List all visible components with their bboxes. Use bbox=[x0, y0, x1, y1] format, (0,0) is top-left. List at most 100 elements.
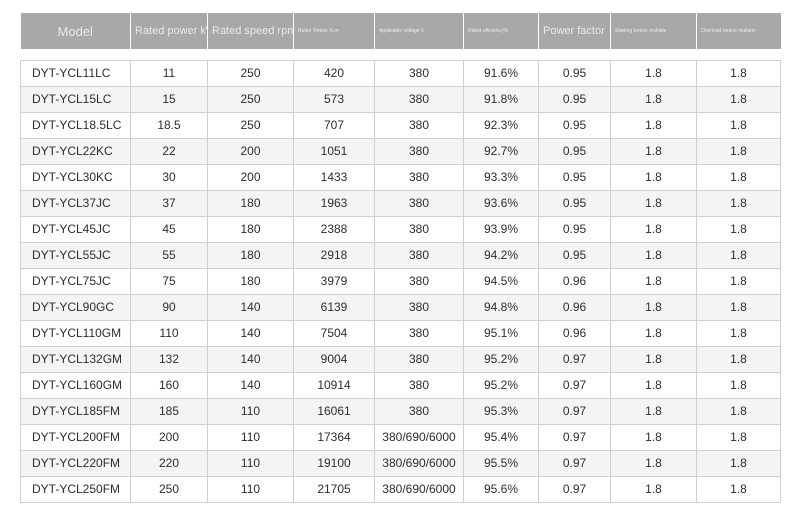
cell-rated-speed: 250 bbox=[207, 85, 294, 113]
cell-starting-torque-multiple: 1.8 bbox=[610, 319, 697, 347]
cell-power-factor: 0.96 bbox=[538, 267, 611, 295]
cell-rated-power: 30 bbox=[130, 163, 208, 191]
column-header-applicable-voltage: Applicable voltage V bbox=[374, 13, 464, 49]
cell-model: DYT-YCL37JC bbox=[20, 189, 131, 217]
cell-applicable-voltage: 380 bbox=[374, 371, 464, 399]
cell-starting-torque-multiple: 1.8 bbox=[610, 163, 697, 191]
table-row: DYT-YCL75JC 75 180 3979 380 94.5% 0.96 1.8 1.8 bbox=[20, 267, 781, 295]
cell-rated-speed: 110 bbox=[207, 475, 294, 503]
motor-spec-table-container: Model Rated power kW Rated speed rpm Rat… bbox=[20, 13, 781, 503]
cell-rated-speed: 180 bbox=[207, 215, 294, 243]
table-row: DYT-YCL160GM 160 140 10914 380 95.2% 0.97 1.8 1.… bbox=[20, 371, 781, 399]
cell-rated-torque: 9004 bbox=[293, 345, 375, 373]
cell-power-factor: 0.95 bbox=[538, 137, 611, 165]
cell-rated-speed: 250 bbox=[207, 59, 294, 87]
cell-power-factor: 0.97 bbox=[538, 397, 611, 425]
cell-model: DYT-YCL250FM bbox=[20, 475, 131, 503]
cell-rated-torque: 10914 bbox=[293, 371, 375, 399]
cell-power-factor: 0.97 bbox=[538, 345, 611, 373]
column-header-rated-torque: Rated Torque N.m bbox=[293, 13, 375, 49]
cell-rated-efficiency: 95.2% bbox=[463, 345, 539, 373]
cell-starting-torque-multiple: 1.8 bbox=[610, 189, 697, 217]
table-row: DYT-YCL250FM 250 110 21705 380/690/6000 95.6%… bbox=[20, 475, 781, 503]
cell-power-factor: 0.95 bbox=[538, 215, 611, 243]
cell-starting-torque-multiple: 1.8 bbox=[610, 293, 697, 321]
table-row: DYT-YCL45JC 45 180 2388 380 93.9% 0.95 1.8 1.8 bbox=[20, 215, 781, 243]
cell-power-factor: 0.95 bbox=[538, 163, 611, 191]
cell-starting-torque-multiple: 1.8 bbox=[610, 85, 697, 113]
cell-rated-power: 11 bbox=[130, 59, 208, 87]
cell-rated-torque: 17364 bbox=[293, 423, 375, 451]
cell-model: DYT-YCL18.5LC bbox=[20, 111, 131, 139]
cell-model: DYT-YCL11LC bbox=[20, 59, 131, 87]
cell-applicable-voltage: 380 bbox=[374, 111, 464, 139]
cell-rated-torque: 3979 bbox=[293, 267, 375, 295]
cell-rated-speed: 200 bbox=[207, 163, 294, 191]
cell-applicable-voltage: 380 bbox=[374, 267, 464, 295]
cell-rated-power: 75 bbox=[130, 267, 208, 295]
cell-applicable-voltage: 380 bbox=[374, 293, 464, 321]
cell-rated-efficiency: 93.6% bbox=[463, 189, 539, 217]
cell-starting-torque-multiple: 1.8 bbox=[610, 111, 697, 139]
cell-rated-speed: 180 bbox=[207, 241, 294, 269]
cell-rated-efficiency: 95.1% bbox=[463, 319, 539, 347]
cell-rated-torque: 1433 bbox=[293, 163, 375, 191]
table-row: DYT-YCL30KC 30 200 1433 380 93.3% 0.95 1.8 1.8 bbox=[20, 163, 781, 191]
cell-rated-speed: 110 bbox=[207, 423, 294, 451]
cell-model: DYT-YCL45JC bbox=[20, 215, 131, 243]
cell-starting-torque-multiple: 1.8 bbox=[610, 241, 697, 269]
cell-overload-torque-multiple: 1.8 bbox=[696, 267, 781, 295]
cell-overload-torque-multiple: 1.8 bbox=[696, 111, 781, 139]
cell-model: DYT-YCL75JC bbox=[20, 267, 131, 295]
cell-rated-torque: 1051 bbox=[293, 137, 375, 165]
cell-overload-torque-multiple: 1.8 bbox=[696, 293, 781, 321]
cell-overload-torque-multiple: 1.8 bbox=[696, 241, 781, 269]
cell-starting-torque-multiple: 1.8 bbox=[610, 215, 697, 243]
cell-overload-torque-multiple: 1.8 bbox=[696, 423, 781, 451]
cell-rated-speed: 110 bbox=[207, 449, 294, 477]
cell-applicable-voltage: 380/690/6000 bbox=[374, 475, 464, 503]
cell-rated-efficiency: 93.9% bbox=[463, 215, 539, 243]
column-header-model: Model bbox=[20, 13, 131, 49]
column-header-rated-speed: Rated speed rpm bbox=[207, 13, 294, 49]
cell-rated-power: 110 bbox=[130, 319, 208, 347]
cell-rated-efficiency: 91.6% bbox=[463, 59, 539, 87]
cell-applicable-voltage: 380/690/6000 bbox=[374, 423, 464, 451]
cell-rated-speed: 140 bbox=[207, 345, 294, 373]
cell-model: DYT-YCL132GM bbox=[20, 345, 131, 373]
cell-rated-speed: 140 bbox=[207, 293, 294, 321]
table-row: DYT-YCL220FM 220 110 19100 380/690/6000 95.5%… bbox=[20, 449, 781, 477]
cell-rated-efficiency: 93.3% bbox=[463, 163, 539, 191]
table-row: DYT-YCL110GM 110 140 7504 380 95.1% 0.96 1.8 1.8 bbox=[20, 319, 781, 347]
column-header-power-factor: Power factor bbox=[538, 13, 611, 49]
table-row: DYT-YCL18.5LC 18.5 250 707 380 92.3% 0.95 1.8 1.… bbox=[20, 111, 781, 139]
cell-applicable-voltage: 380 bbox=[374, 137, 464, 165]
cell-rated-efficiency: 95.5% bbox=[463, 449, 539, 477]
cell-power-factor: 0.95 bbox=[538, 111, 611, 139]
cell-rated-speed: 140 bbox=[207, 319, 294, 347]
cell-overload-torque-multiple: 1.8 bbox=[696, 475, 781, 503]
cell-rated-power: 37 bbox=[130, 189, 208, 217]
cell-rated-power: 185 bbox=[130, 397, 208, 425]
cell-rated-efficiency: 95.2% bbox=[463, 371, 539, 399]
cell-rated-efficiency: 94.5% bbox=[463, 267, 539, 295]
cell-starting-torque-multiple: 1.8 bbox=[610, 267, 697, 295]
table-row: DYT-YCL185FM 185 110 16061 380 95.3% 0.97 1.8 1.… bbox=[20, 397, 781, 425]
cell-rated-speed: 180 bbox=[207, 189, 294, 217]
motor-spec-table: Model Rated power kW Rated speed rpm Rat… bbox=[20, 13, 781, 503]
cell-rated-efficiency: 95.3% bbox=[463, 397, 539, 425]
cell-overload-torque-multiple: 1.8 bbox=[696, 137, 781, 165]
cell-overload-torque-multiple: 1.8 bbox=[696, 371, 781, 399]
cell-rated-power: 160 bbox=[130, 371, 208, 399]
table-row: DYT-YCL15LC 15 250 573 380 91.8% 0.95 1.8 1.8 bbox=[20, 85, 781, 113]
cell-starting-torque-multiple: 1.8 bbox=[610, 345, 697, 373]
cell-overload-torque-multiple: 1.8 bbox=[696, 163, 781, 191]
cell-power-factor: 0.97 bbox=[538, 475, 611, 503]
cell-model: DYT-YCL15LC bbox=[20, 85, 131, 113]
cell-overload-torque-multiple: 1.8 bbox=[696, 215, 781, 243]
cell-power-factor: 0.97 bbox=[538, 449, 611, 477]
cell-model: DYT-YCL200FM bbox=[20, 423, 131, 451]
cell-applicable-voltage: 380 bbox=[374, 189, 464, 217]
cell-power-factor: 0.96 bbox=[538, 293, 611, 321]
cell-rated-efficiency: 95.4% bbox=[463, 423, 539, 451]
